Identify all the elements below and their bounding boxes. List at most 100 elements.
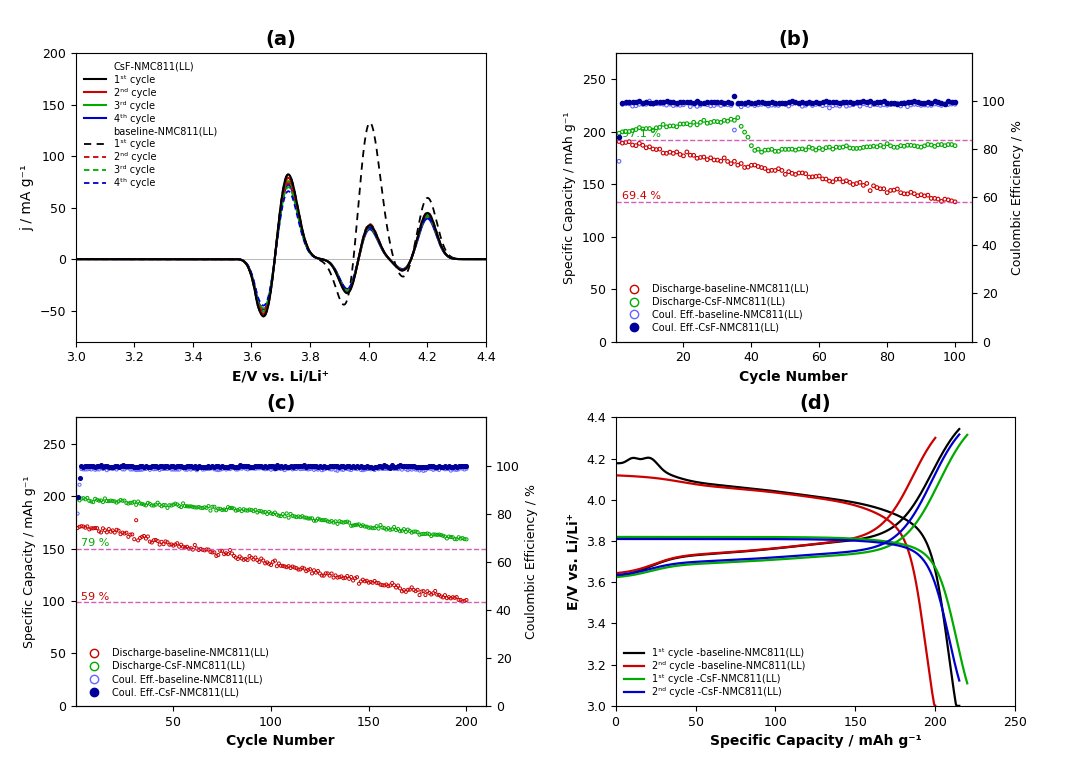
Line: 2ⁿᵈ cycle -CsF-NMC811(LL): 2ⁿᵈ cycle -CsF-NMC811(LL) — [616, 539, 959, 681]
Point — [235, 503, 253, 515]
Point — [381, 524, 399, 536]
Point — [681, 149, 699, 161]
Point — [672, 99, 689, 112]
Point — [422, 463, 440, 475]
Point — [732, 120, 750, 132]
Point — [185, 501, 202, 513]
Point — [227, 505, 244, 517]
Point — [315, 569, 333, 581]
Point — [419, 585, 436, 597]
Point — [112, 461, 130, 474]
Point — [675, 118, 692, 130]
Point — [219, 463, 237, 475]
Point — [946, 98, 963, 110]
Point — [688, 100, 705, 112]
Point — [624, 124, 642, 137]
Point — [198, 543, 215, 556]
Point — [787, 96, 805, 109]
Point — [916, 97, 933, 109]
Point — [368, 461, 386, 473]
Point — [946, 196, 963, 208]
Point — [125, 533, 143, 545]
Point — [93, 459, 110, 471]
Point — [81, 463, 98, 475]
Point — [432, 462, 449, 474]
Point — [446, 533, 463, 545]
Point — [814, 143, 832, 156]
Point — [335, 572, 352, 584]
Point — [610, 128, 627, 140]
Point — [369, 522, 387, 534]
Point — [448, 591, 465, 603]
Point — [255, 462, 272, 474]
Point — [415, 465, 432, 477]
Point — [865, 97, 882, 109]
Point — [262, 464, 280, 476]
Point — [253, 553, 270, 565]
Point — [186, 463, 203, 475]
Point — [98, 464, 116, 476]
Point — [292, 511, 309, 523]
Point — [637, 122, 654, 134]
Point — [661, 120, 678, 132]
2ⁿᵈ cycle -CsF-NMC811(LL) — [813, 535, 826, 544]
2ⁿᵈ cycle -baseline-NMC811(LL) — [928, 701, 941, 710]
Point — [327, 515, 345, 528]
Point — [198, 463, 215, 475]
Point — [438, 461, 456, 473]
Point — [794, 143, 811, 155]
Point — [696, 151, 713, 163]
Point — [919, 99, 936, 112]
Point — [851, 176, 868, 188]
Point — [424, 528, 442, 540]
X-axis label: E/V vs. Li/Li⁺: E/V vs. Li/Li⁺ — [232, 370, 329, 384]
Point — [350, 461, 367, 474]
Point — [309, 512, 326, 524]
Point — [811, 97, 828, 109]
Point — [207, 550, 225, 562]
Point — [395, 461, 413, 474]
Point — [286, 510, 303, 522]
Point — [79, 521, 96, 533]
Point — [335, 460, 352, 472]
Point — [340, 464, 357, 476]
Point — [940, 96, 957, 108]
Point — [299, 460, 316, 472]
Point — [610, 135, 627, 147]
Point — [621, 125, 638, 137]
Point — [451, 533, 469, 545]
Point — [221, 463, 239, 475]
Point — [239, 463, 256, 475]
Point — [100, 463, 118, 475]
Point — [770, 145, 787, 157]
Point — [154, 499, 172, 511]
Point — [374, 579, 391, 591]
Point — [824, 143, 841, 155]
Point — [311, 568, 328, 580]
Point — [688, 118, 705, 131]
Point — [186, 460, 203, 472]
Point — [868, 99, 886, 111]
Point — [436, 589, 454, 601]
Point — [824, 96, 841, 109]
Point — [282, 508, 299, 520]
Point — [71, 471, 89, 483]
Point — [872, 183, 889, 195]
Point — [284, 510, 301, 522]
Point — [442, 465, 459, 477]
Point — [237, 463, 254, 475]
Point — [276, 510, 294, 522]
Point — [233, 553, 251, 565]
Point — [419, 462, 436, 474]
Point — [804, 96, 821, 109]
Point — [69, 490, 86, 502]
Point — [723, 113, 740, 125]
Point — [773, 97, 791, 109]
Point — [159, 460, 176, 472]
Point — [838, 100, 855, 112]
Point — [204, 501, 221, 513]
Point — [391, 459, 408, 471]
Point — [214, 460, 231, 472]
Point — [648, 96, 665, 108]
Point — [147, 460, 164, 472]
